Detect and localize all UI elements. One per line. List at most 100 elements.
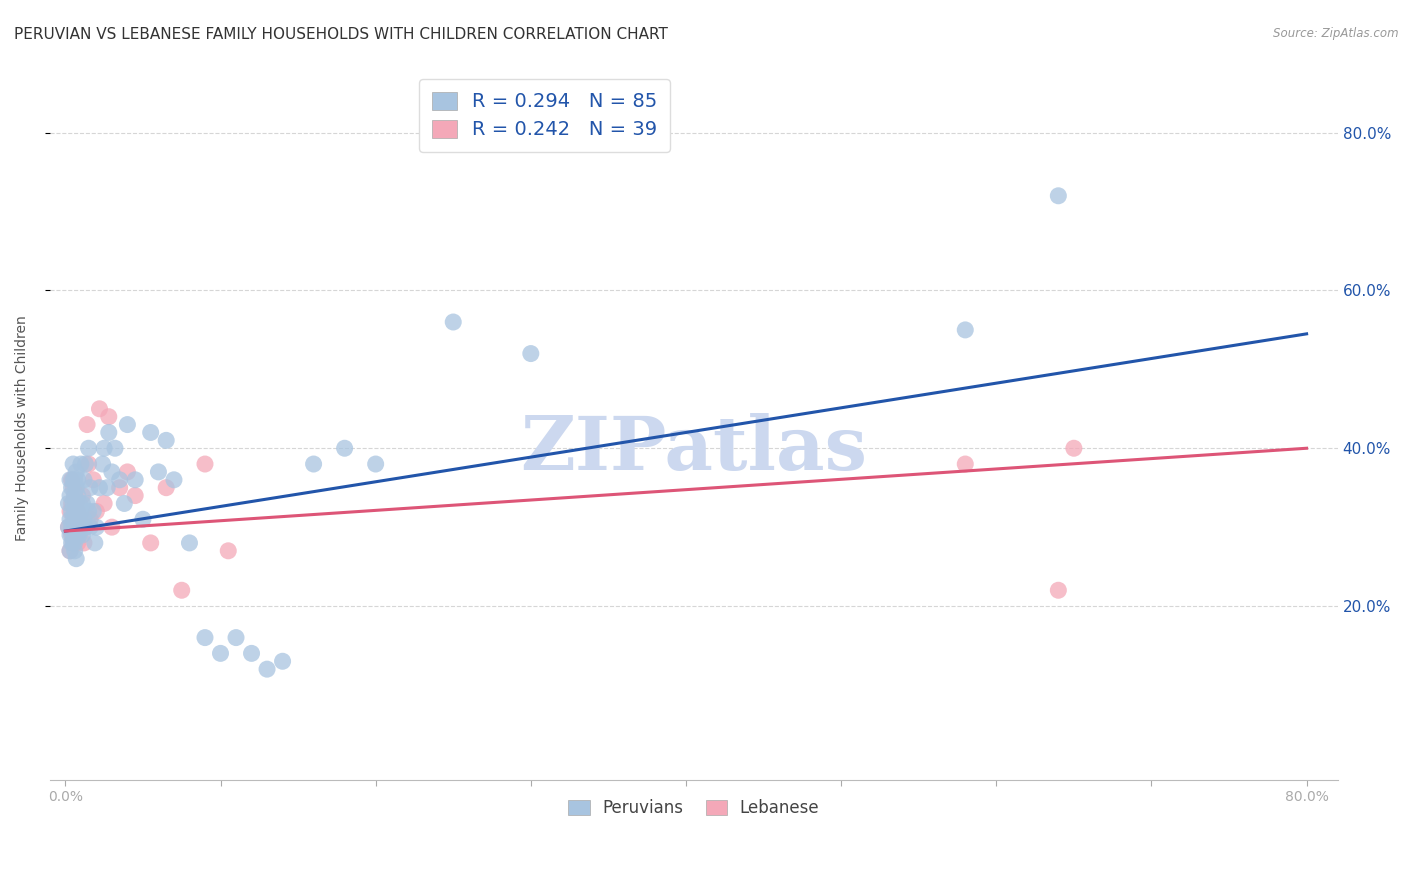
Point [77,457,100,471]
Point [194,457,217,471]
Point [70,504,93,518]
Point [65,481,87,495]
Point [97,425,120,440]
Point [62,520,84,534]
Point [59,544,82,558]
Point [89,401,111,416]
Point [194,631,217,645]
Point [124,489,146,503]
Text: ZIPatlas: ZIPatlas [520,413,868,486]
Point [72,528,94,542]
Text: PERUVIAN VS LEBANESE FAMILY HOUSEHOLDS WITH CHILDREN CORRELATION CHART: PERUVIAN VS LEBANESE FAMILY HOUSEHOLDS W… [14,27,668,42]
Point [65,465,87,479]
Point [58,520,80,534]
Point [155,481,177,495]
Point [83,536,105,550]
Point [60,520,83,534]
Point [66,504,89,518]
Point [66,528,89,542]
Point [148,465,170,479]
Text: Source: ZipAtlas.com: Source: ZipAtlas.com [1274,27,1399,40]
Point [1047,188,1070,202]
Point [72,489,94,503]
Point [59,489,82,503]
Point [97,409,120,424]
Y-axis label: Family Households with Children: Family Households with Children [15,316,30,541]
Point [217,544,239,558]
Point [66,473,89,487]
Point [89,481,111,495]
Point [117,417,139,432]
Point [73,473,96,487]
Point [62,536,84,550]
Point [62,473,84,487]
Point [73,536,96,550]
Point [65,528,87,542]
Point [79,520,101,534]
Point [59,473,82,487]
Point [117,465,139,479]
Point [75,457,97,471]
Point [112,496,135,510]
Point [63,473,86,487]
Point [63,520,86,534]
Point [67,512,90,526]
Point [63,544,86,558]
Point [82,473,104,487]
Point [73,512,96,526]
Point [60,536,83,550]
Point [132,512,155,526]
Point [108,473,131,487]
Point [82,504,104,518]
Point [101,465,124,479]
Point [155,434,177,448]
Point [955,457,977,471]
Point [101,520,124,534]
Point [240,646,263,660]
Point [209,646,232,660]
Point [124,473,146,487]
Point [59,504,82,518]
Point [60,504,83,518]
Point [65,496,87,510]
Point [65,528,87,542]
Point [86,520,108,534]
Point [79,512,101,526]
Point [1047,583,1070,598]
Point [66,520,89,534]
Point [163,473,186,487]
Point [66,489,89,503]
Point [86,504,108,518]
Point [65,496,87,510]
Point [67,496,90,510]
Point [955,323,977,337]
Point [62,528,84,542]
Point [104,442,127,456]
Point [62,457,84,471]
Point [77,504,100,518]
Point [108,481,131,495]
Point [63,489,86,503]
Point [225,631,247,645]
Point [520,346,543,360]
Point [62,481,84,495]
Point [59,512,82,526]
Point [96,481,118,495]
Point [1063,442,1085,456]
Point [93,496,115,510]
Point [59,544,82,558]
Point [302,457,325,471]
Point [60,496,83,510]
Point [63,489,86,503]
Point [67,528,90,542]
Point [63,504,86,518]
Point [62,536,84,550]
Point [67,512,90,526]
Point [76,417,98,432]
Point [72,496,94,510]
Point [139,425,162,440]
Point [139,536,162,550]
Point [364,457,387,471]
Point [70,520,93,534]
Point [58,496,80,510]
